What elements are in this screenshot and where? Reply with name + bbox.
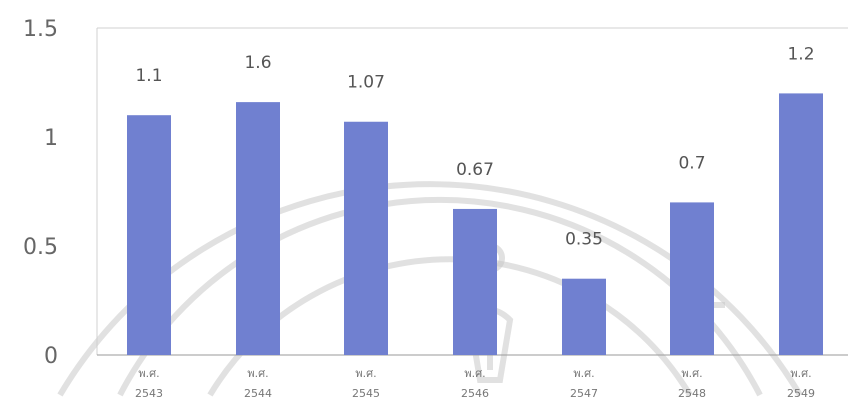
data-label: 1.2 (787, 44, 814, 64)
category-label-era: พ.ศ. (464, 367, 485, 380)
bar (236, 102, 280, 356)
data-labels-group: 1.1 1.6 1.07 0.67 0.35 0.7 1.2 (135, 44, 814, 249)
y-tick-label: 1.5 (23, 17, 58, 42)
category-label-year: 2548 (678, 387, 706, 400)
bar (670, 202, 714, 355)
category-label-year: 2543 (135, 387, 163, 400)
y-tick-label: 0.5 (23, 235, 58, 260)
category-label-year: 2547 (570, 387, 598, 400)
data-label: 1.07 (347, 73, 385, 93)
bar (344, 121, 388, 356)
category-label-year: 2545 (352, 387, 380, 400)
category-label-era: พ.ศ. (681, 367, 702, 380)
y-tick-label: 1 (44, 126, 58, 151)
category-label-year: 2549 (787, 387, 815, 400)
category-label-era: พ.ศ. (138, 367, 159, 380)
data-label: 0.67 (456, 160, 494, 180)
bars-group (127, 93, 823, 356)
data-label: 1.6 (244, 53, 271, 73)
category-labels-group: พ.ศ. 2543 พ.ศ. 2544 พ.ศ. 2545 พ.ศ. 2546 พ.ศ. 2547… (135, 367, 815, 400)
category-label-year: 2546 (461, 387, 489, 400)
category-label-era: พ.ศ. (247, 367, 268, 380)
category-label-era: พ.ศ. (355, 367, 376, 380)
bar (562, 278, 606, 355)
data-label: 0.35 (565, 230, 603, 250)
category-label-era: พ.ศ. (573, 367, 594, 380)
y-tick-label: 0 (44, 344, 58, 369)
bar (127, 115, 171, 355)
category-label-year: 2544 (244, 387, 272, 400)
bar (779, 93, 823, 356)
data-label: 0.7 (678, 153, 705, 173)
y-axis-ticks: 0 0.5 1 1.5 (23, 17, 58, 369)
data-label: 1.1 (135, 66, 162, 86)
category-label-era: พ.ศ. (790, 367, 811, 380)
bar (453, 208, 497, 355)
